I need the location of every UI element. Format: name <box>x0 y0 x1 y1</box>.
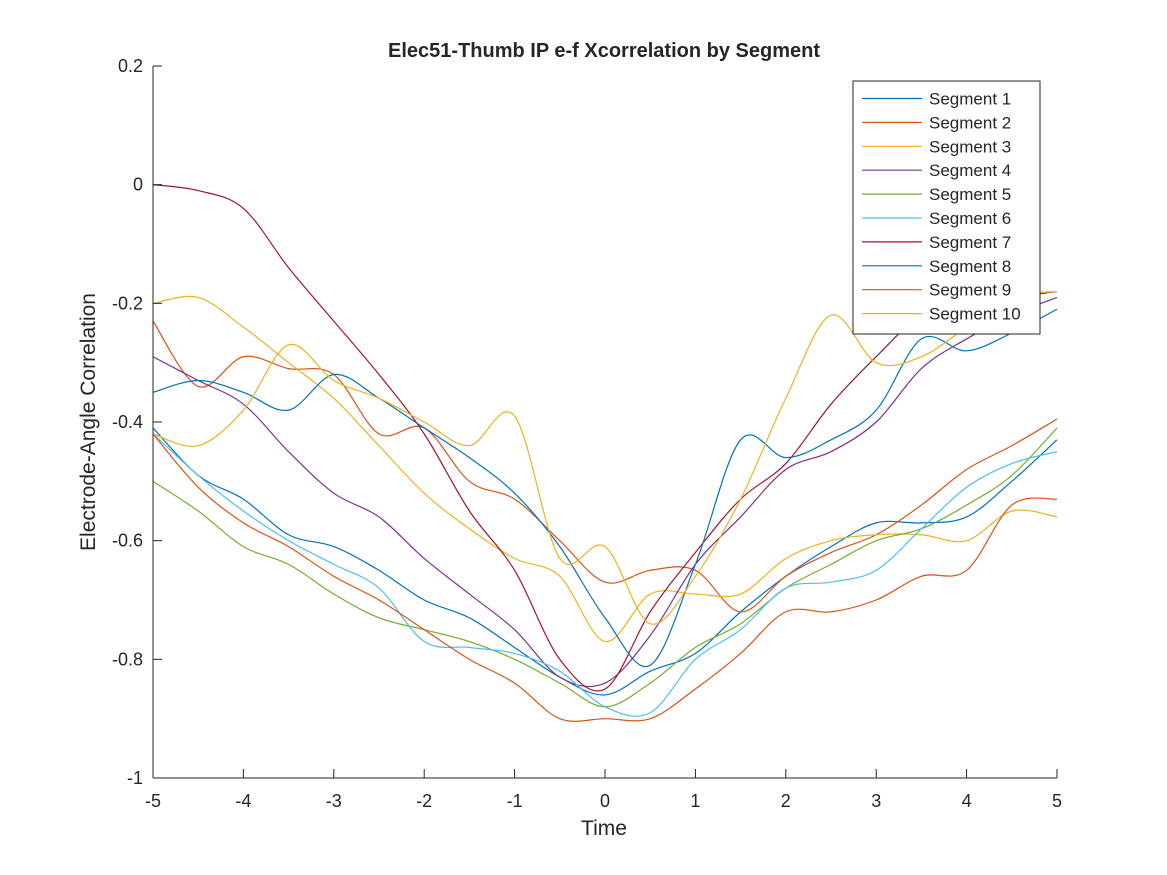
legend-label: Segment 1 <box>929 90 1011 109</box>
y-tick-label: -0.8 <box>112 649 143 669</box>
x-tick-label: -5 <box>145 791 161 811</box>
x-tick-label: 4 <box>962 791 972 811</box>
series-line-segment-9 <box>152 433 1058 722</box>
chart-title: Elec51-Thumb IP e-f Xcorrelation by Segm… <box>388 40 820 62</box>
legend-label: Segment 7 <box>929 233 1011 252</box>
x-tick-label: 2 <box>781 791 791 811</box>
y-tick-label: 0.2 <box>118 56 143 76</box>
y-axis-label: Electrode-Angle Correlation <box>77 293 100 551</box>
legend-item: Segment 8 <box>862 257 1011 276</box>
series-layer <box>152 184 1058 722</box>
x-tick-label: 3 <box>871 791 881 811</box>
legend-label: Segment 9 <box>929 281 1011 300</box>
legend-label: Segment 4 <box>929 161 1011 180</box>
legend-label: Segment 10 <box>929 305 1021 324</box>
legend-label: Segment 5 <box>929 185 1011 204</box>
axes-layer: -5 -4 -3 -2 -1 0 1 2 3 4 5 0.2 0 -0.2 -0.4 -0.6 -0.8 -1 <box>112 56 1062 811</box>
x-tick-label: -1 <box>507 791 523 811</box>
legend-item: Segment 4 <box>862 161 1011 180</box>
y-tick-label: -0.2 <box>112 293 143 313</box>
x-tick-label: -2 <box>416 791 432 811</box>
legend-item: Segment 9 <box>862 281 1011 300</box>
legend-label: Segment 8 <box>929 257 1011 276</box>
plot-area: -5 -4 -3 -2 -1 0 1 2 3 4 5 0.2 0 -0.2 -0.4 -0.6 -0.8 -1 <box>112 56 1062 811</box>
legend-item: Segment 1 <box>862 90 1011 109</box>
y-tick-label: 0 <box>133 175 143 195</box>
series-line-segment-1 <box>152 427 1058 696</box>
series-line-segment-4 <box>152 296 1058 688</box>
legend-box <box>852 80 1041 335</box>
x-axis-label: Time <box>581 817 627 840</box>
x-tick-label: -3 <box>326 791 342 811</box>
series-line-segment-2 <box>152 320 1058 613</box>
legend-item: Segment 10 <box>862 305 1021 324</box>
x-tick-label: -4 <box>235 791 251 811</box>
legend-label: Segment 3 <box>929 137 1011 156</box>
series-line-segment-6 <box>152 433 1058 717</box>
legend-item: Segment 3 <box>862 137 1011 156</box>
x-tick-label: 1 <box>690 791 700 811</box>
legend-label: Segment 2 <box>929 113 1011 132</box>
legend-item: Segment 5 <box>862 185 1011 204</box>
series-line-segment-10 <box>152 290 1058 625</box>
legend-item: Segment 7 <box>862 233 1011 252</box>
legend: Segment 1 Segment 2 Segment 3 Segment 4 Segm… <box>852 80 1041 335</box>
y-tick-label: -1 <box>127 768 143 788</box>
legend-label: Segment 6 <box>929 209 1011 228</box>
series-line-segment-8 <box>152 308 1058 668</box>
y-tick-label: -0.4 <box>112 412 143 432</box>
legend-item: Segment 2 <box>862 113 1011 132</box>
x-tick-label: 5 <box>1052 791 1062 811</box>
x-tick-label: 0 <box>600 791 610 811</box>
legend-item: Segment 6 <box>862 209 1011 228</box>
series-line-segment-7 <box>152 184 1058 692</box>
y-tick-label: -0.6 <box>112 531 143 551</box>
